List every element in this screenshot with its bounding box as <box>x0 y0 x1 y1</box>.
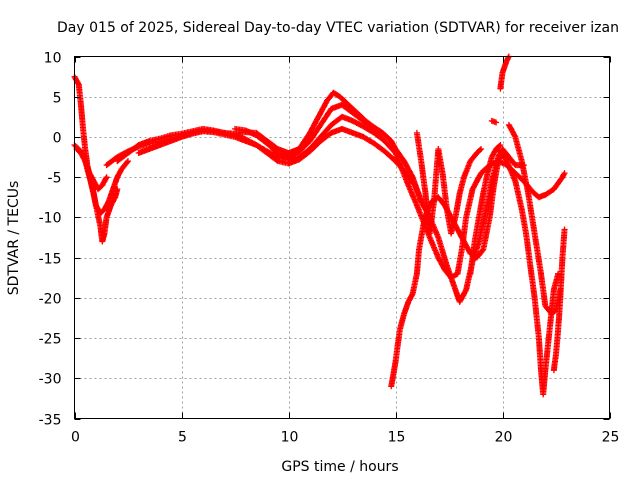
y-tick-label: -5 <box>48 171 62 187</box>
chart-title: Day 015 of 2025, Sidereal Day-to-day VTE… <box>57 20 619 36</box>
axis-ticks <box>74 56 611 420</box>
y-tick-label: 5 <box>53 91 62 107</box>
y-tick-label: -25 <box>39 332 62 348</box>
x-tick-label: 0 <box>71 430 80 446</box>
series-arc-12 <box>505 121 564 317</box>
x-tick-label: 10 <box>281 430 299 446</box>
data-point-markers <box>232 101 384 161</box>
data-point-markers <box>505 121 564 317</box>
series-arc-14 <box>497 53 512 92</box>
series-arc-9 <box>413 129 485 237</box>
data-point-markers <box>550 226 568 374</box>
series-arc-15 <box>488 117 500 126</box>
data-point-markers <box>135 125 425 205</box>
y-tick-label: 0 <box>53 131 62 147</box>
data-marks <box>71 53 568 398</box>
plot-frame <box>74 56 610 419</box>
series-arc-7 <box>232 101 384 161</box>
y-tick-labels: 10 5 0 -5 -10 -15 -20 -25 -30 -35 <box>39 51 62 429</box>
data-point-markers <box>488 117 500 126</box>
y-tick-label: -15 <box>39 252 62 268</box>
y-tick-label: -35 <box>39 413 62 429</box>
y-tick-label: -20 <box>39 292 62 308</box>
y-tick-label: -10 <box>39 211 62 227</box>
x-tick-label: 25 <box>602 430 620 446</box>
data-point-markers <box>73 146 110 193</box>
series-arc-3 <box>73 146 110 193</box>
x-tick-labels: 0 5 10 15 20 25 <box>71 430 619 446</box>
x-tick-label: 15 <box>388 430 406 446</box>
y-tick-label: -30 <box>39 372 62 388</box>
data-point-markers <box>467 142 504 277</box>
x-axis-label: GPS time / hours <box>281 459 398 475</box>
series-arc-10 <box>467 142 504 277</box>
y-tick-label: 10 <box>44 51 62 67</box>
data-point-markers <box>413 129 485 237</box>
y-axis-label: SDTVAR / TECUs <box>6 181 22 296</box>
x-tick-label: 20 <box>495 430 513 446</box>
x-tick-label: 5 <box>178 430 187 446</box>
series-arc-6 <box>135 125 425 205</box>
data-point-markers <box>497 53 512 92</box>
series-arc-13 <box>550 226 568 374</box>
